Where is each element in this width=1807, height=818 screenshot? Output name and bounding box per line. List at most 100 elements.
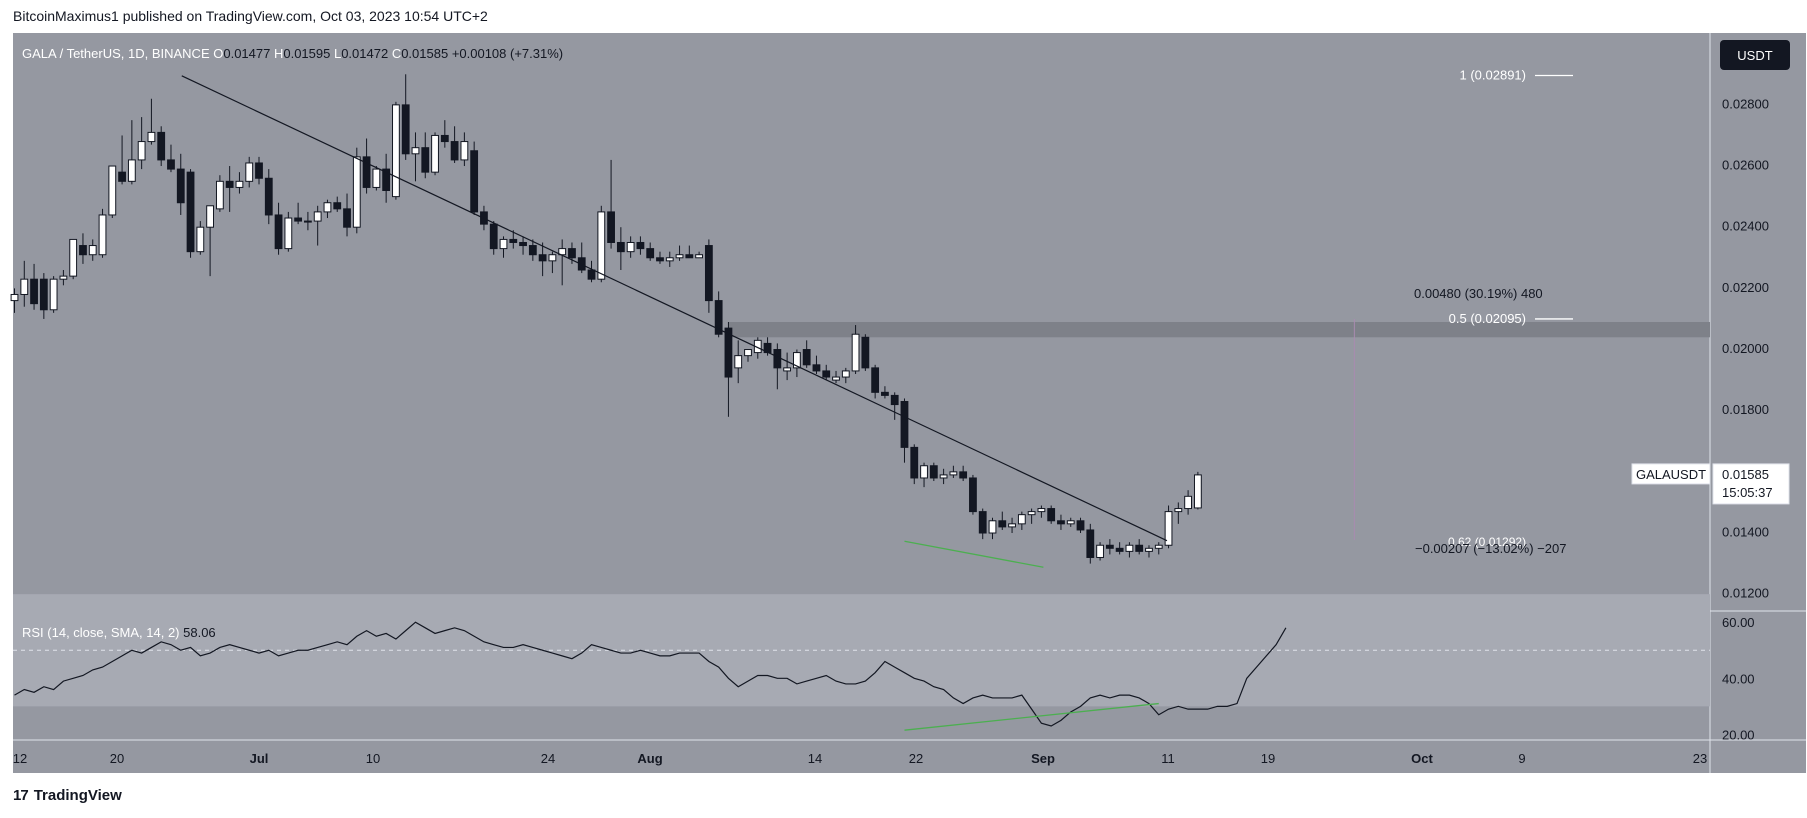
candle[interactable]	[147, 98, 156, 145]
candle[interactable]	[470, 141, 479, 215]
candle[interactable]	[245, 156, 254, 188]
candle[interactable]	[49, 276, 58, 313]
candle[interactable]	[489, 221, 498, 255]
candle[interactable]	[98, 208, 107, 258]
candle[interactable]	[323, 199, 332, 219]
candle[interactable]	[1174, 502, 1183, 524]
candle[interactable]	[382, 153, 391, 203]
price-scale[interactable]	[1710, 33, 1806, 773]
candle[interactable]	[372, 166, 381, 191]
candle[interactable]	[1125, 542, 1134, 558]
candle[interactable]	[920, 462, 928, 488]
candle[interactable]	[910, 444, 919, 485]
candle[interactable]	[959, 465, 968, 482]
candle[interactable]	[656, 251, 664, 264]
descending-trendline[interactable]	[181, 75, 1168, 542]
candle[interactable]	[127, 120, 136, 185]
candle[interactable]	[851, 325, 860, 374]
candle[interactable]	[392, 101, 400, 200]
candle[interactable]	[186, 169, 195, 258]
candle[interactable]	[118, 135, 126, 185]
candle[interactable]	[744, 349, 752, 362]
candle[interactable]	[675, 245, 684, 261]
candle[interactable]	[802, 340, 811, 368]
candle[interactable]	[1017, 511, 1026, 530]
candle[interactable]	[157, 126, 166, 167]
candle[interactable]	[69, 238, 78, 280]
candle[interactable]	[929, 462, 938, 482]
bullish-divergence-rsi[interactable]	[904, 702, 1159, 731]
candle[interactable]	[890, 392, 899, 420]
candle[interactable]	[793, 349, 801, 378]
candle[interactable]	[969, 474, 977, 515]
candle[interactable]	[988, 517, 997, 540]
candle[interactable]	[1057, 514, 1065, 530]
candle[interactable]	[519, 236, 527, 255]
candle[interactable]	[411, 132, 420, 182]
candle[interactable]	[822, 364, 831, 381]
candle[interactable]	[1027, 508, 1036, 524]
candle[interactable]	[597, 205, 606, 283]
candle[interactable]	[636, 236, 645, 255]
candle[interactable]	[1164, 505, 1173, 549]
candle[interactable]	[949, 465, 958, 478]
candle[interactable]	[626, 236, 635, 258]
candle[interactable]	[607, 159, 615, 249]
candle[interactable]	[900, 398, 909, 463]
candle[interactable]	[1047, 505, 1056, 524]
candle[interactable]	[665, 251, 674, 267]
candle[interactable]	[39, 273, 48, 319]
candle[interactable]	[1135, 539, 1144, 555]
candle[interactable]	[401, 74, 410, 160]
candle[interactable]	[313, 205, 322, 246]
candle[interactable]	[1145, 545, 1153, 558]
candle[interactable]	[1154, 542, 1163, 555]
currency-button-label[interactable]: USDT	[1737, 48, 1772, 63]
candle[interactable]	[841, 367, 850, 384]
candle[interactable]	[1115, 542, 1124, 555]
candle[interactable]	[998, 511, 1007, 530]
candle[interactable]	[528, 239, 537, 261]
candle[interactable]	[215, 175, 224, 212]
candle[interactable]	[695, 251, 704, 259]
candle[interactable]	[79, 233, 87, 264]
candle[interactable]	[587, 260, 596, 283]
candle[interactable]	[167, 144, 175, 173]
candle[interactable]	[431, 132, 439, 176]
candle[interactable]	[861, 334, 870, 371]
candle[interactable]	[343, 193, 351, 237]
candle[interactable]	[499, 236, 508, 258]
candle[interactable]	[685, 245, 694, 259]
candle[interactable]	[1193, 471, 1202, 510]
candle[interactable]	[832, 370, 840, 384]
candle[interactable]	[538, 242, 547, 277]
candle[interactable]	[1096, 542, 1104, 561]
candle[interactable]	[225, 166, 234, 212]
rsi-line[interactable]	[14, 621, 1287, 727]
currency-button[interactable]	[1720, 40, 1790, 70]
candle[interactable]	[1037, 505, 1046, 518]
candle[interactable]	[206, 205, 214, 277]
candle[interactable]	[294, 202, 303, 225]
candle[interactable]	[264, 169, 273, 225]
candle[interactable]	[274, 202, 283, 255]
candle[interactable]	[196, 221, 205, 255]
candle[interactable]	[509, 230, 518, 249]
candle[interactable]	[88, 239, 97, 261]
candle[interactable]	[440, 120, 449, 148]
candle[interactable]	[284, 211, 293, 252]
candle[interactable]	[871, 364, 880, 399]
candle[interactable]	[704, 239, 713, 313]
candle[interactable]	[1066, 517, 1075, 527]
candle[interactable]	[812, 355, 821, 374]
candle[interactable]	[108, 165, 117, 219]
bullish-divergence-price[interactable]	[904, 540, 1044, 568]
candle[interactable]	[304, 211, 312, 231]
candle[interactable]	[176, 153, 185, 215]
candle[interactable]	[59, 270, 68, 286]
candle[interactable]	[1105, 539, 1114, 555]
candle[interactable]	[352, 147, 361, 234]
time-axis[interactable]	[13, 740, 1710, 773]
candle[interactable]	[881, 386, 889, 399]
